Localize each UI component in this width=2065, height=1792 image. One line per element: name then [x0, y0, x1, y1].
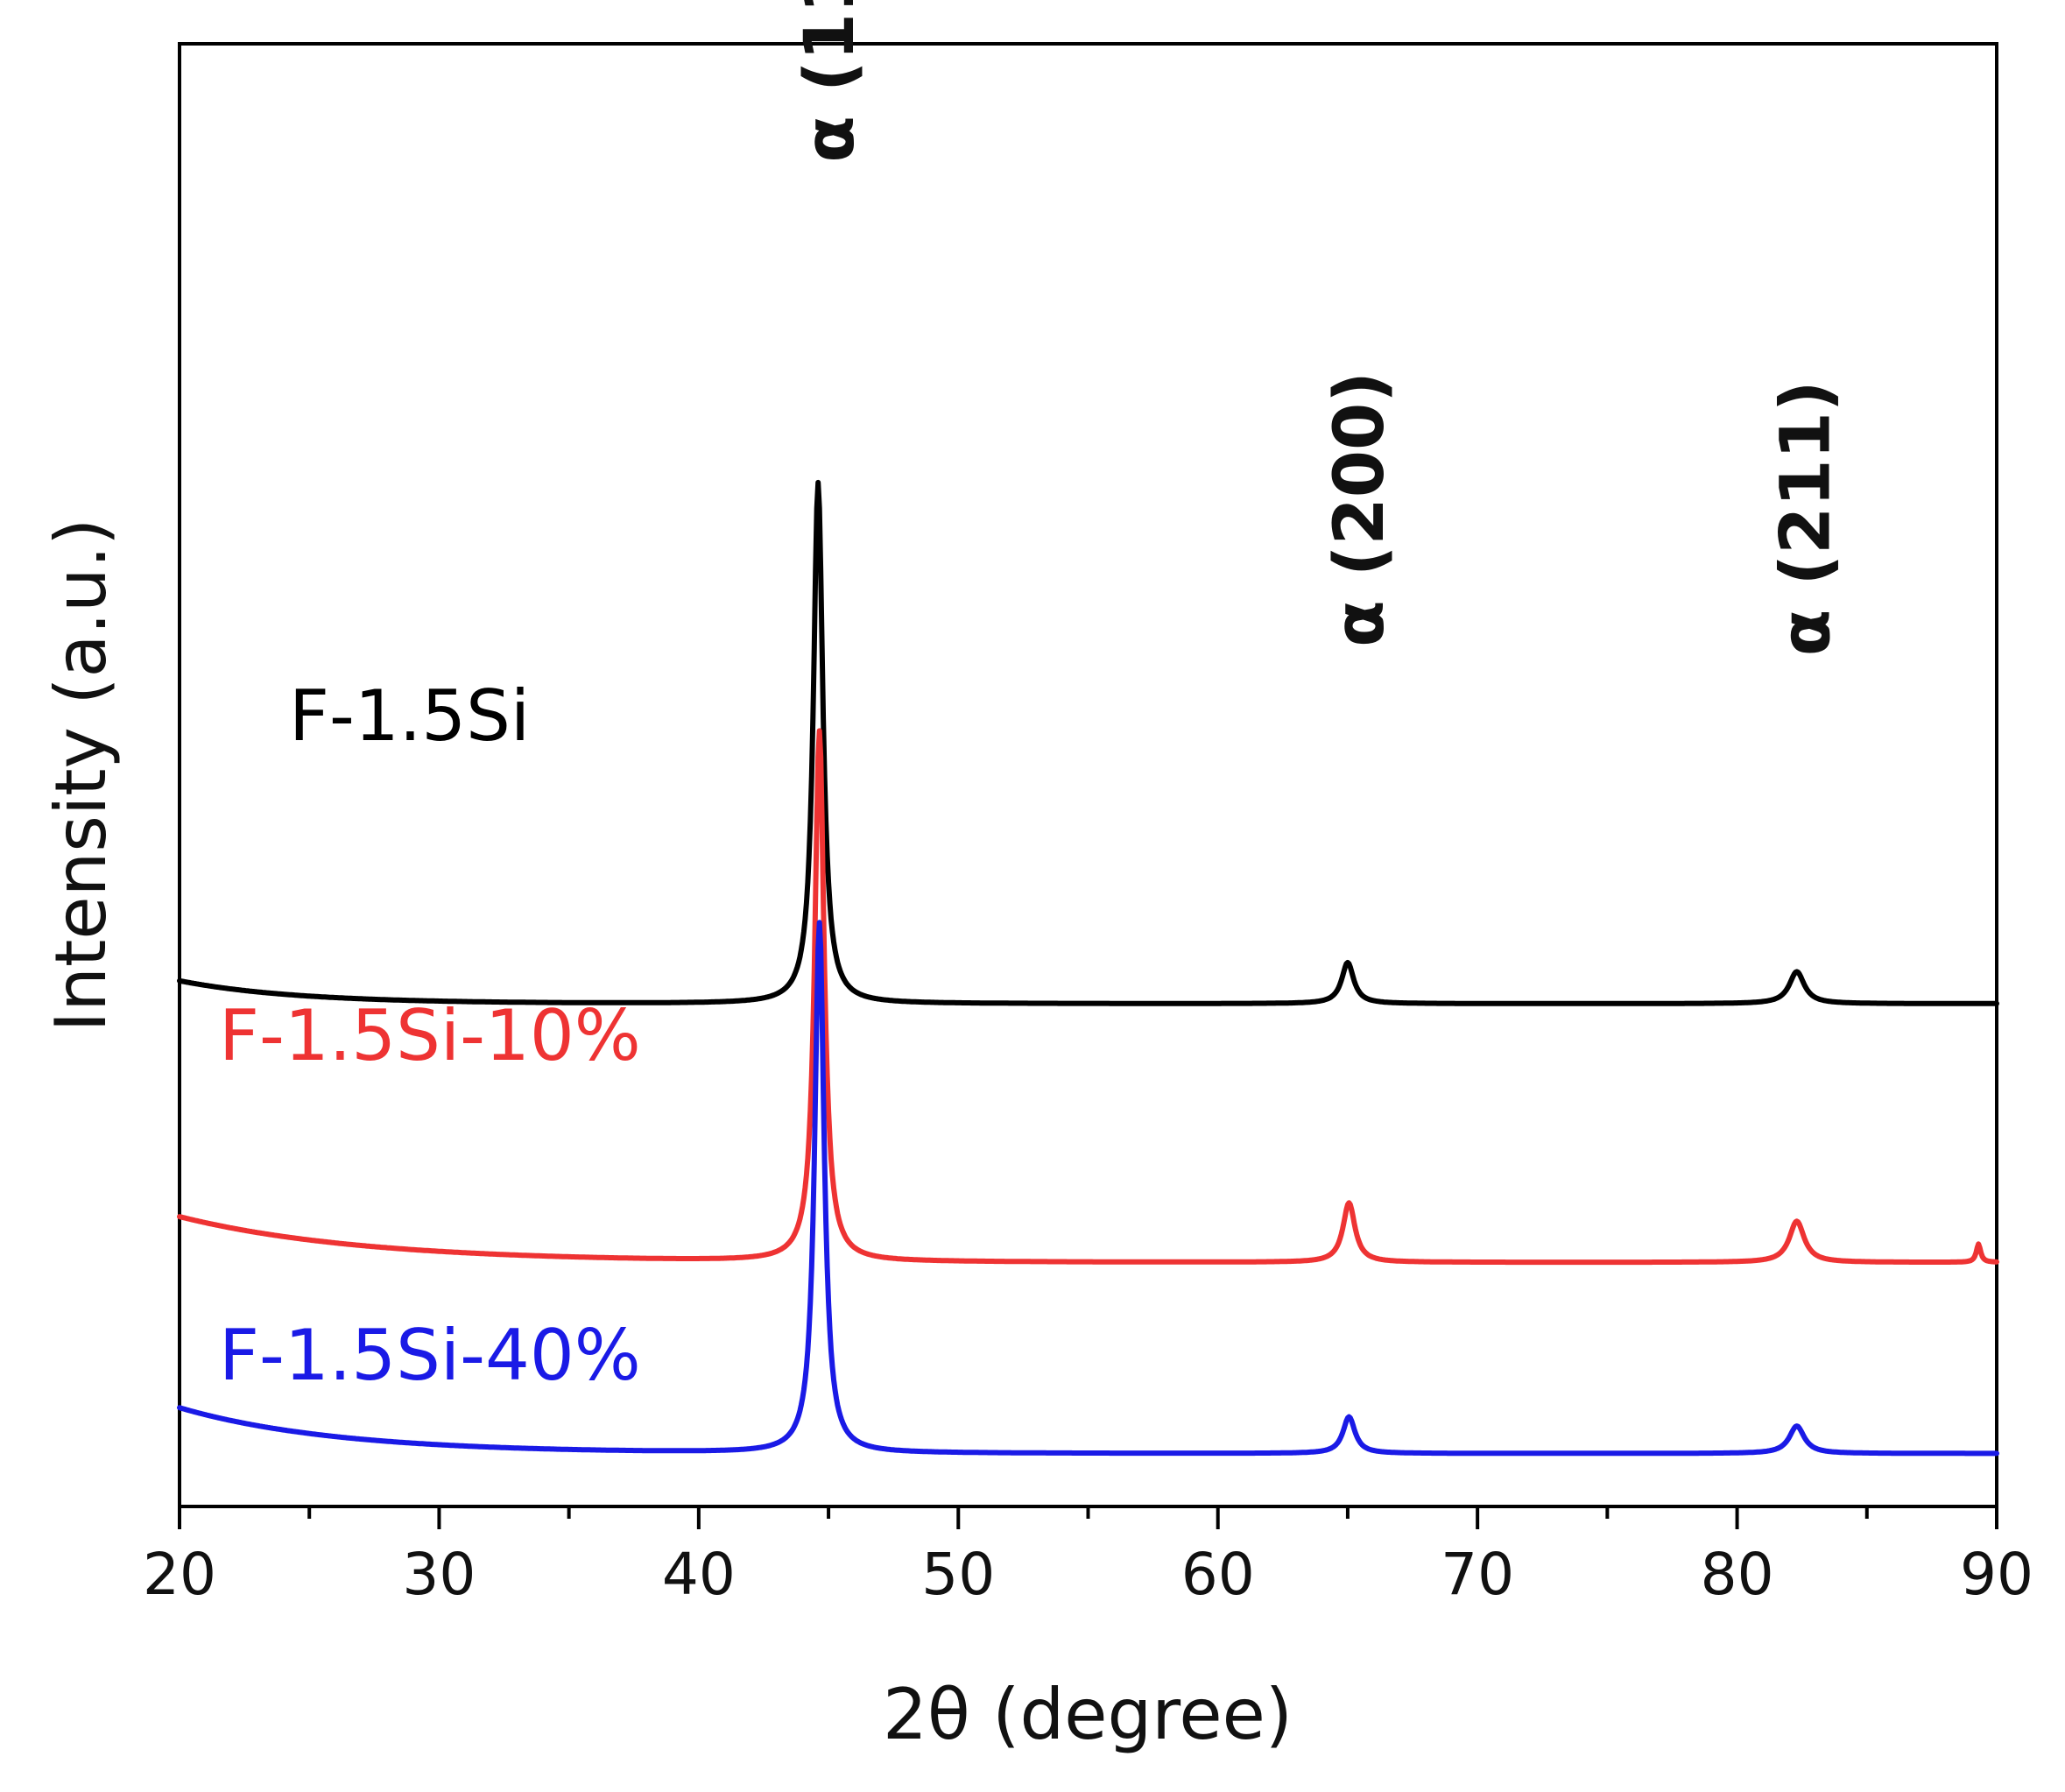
x-tick-label: 40	[662, 1541, 736, 1608]
x-tick-label: 20	[143, 1541, 216, 1608]
labels-layer: F-1.5Si F-1.5Si-10% F-1.5Si-40%	[219, 675, 641, 1396]
x-tick-label: 90	[1960, 1541, 2033, 1608]
y-axis-title: Intensity (a.u.)	[40, 519, 122, 1033]
peak-annotation-1: α (110)	[791, 0, 870, 163]
x-tick-label: 30	[402, 1541, 476, 1608]
series-line-2	[177, 728, 1999, 1266]
traces-layer	[177, 479, 1999, 1457]
x-tick-label: 70	[1441, 1541, 1514, 1608]
x-tick-label: 80	[1701, 1541, 1774, 1608]
series-label-2: F-1.5Si-10%	[219, 995, 641, 1076]
x-tick-label: 50	[921, 1541, 995, 1608]
ticks-layer: 20 30 40 50 60 70 80 90	[143, 1506, 2033, 1608]
peak-annotation-3: α (211)	[1767, 380, 1846, 656]
series-label-3: F-1.5Si-40%	[219, 1315, 641, 1396]
annotations-layer: α (110) α (200) α (211)	[791, 0, 1846, 656]
x-axis-title: 2θ (degree)	[883, 1674, 1293, 1755]
peak-annotation-2: α (200)	[1321, 371, 1399, 647]
series-line-1	[177, 479, 1999, 1006]
series-line-3	[177, 920, 1999, 1457]
series-label-1: F-1.5Si	[289, 675, 530, 757]
x-tick-label: 60	[1181, 1541, 1255, 1608]
plot-frame	[178, 42, 1998, 1508]
